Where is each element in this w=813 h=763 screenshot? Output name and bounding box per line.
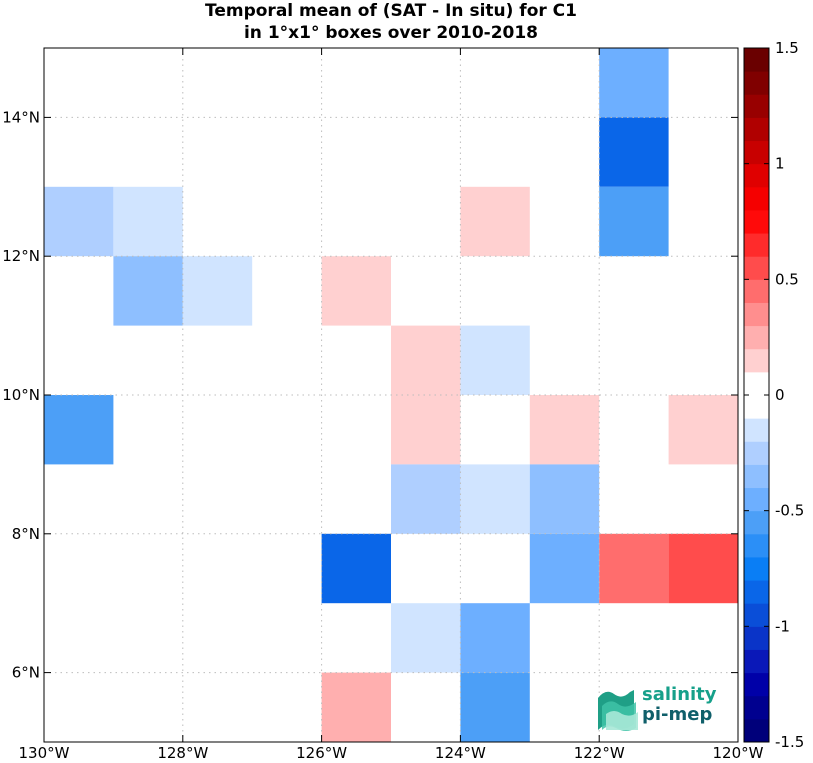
chart-title: Temporal mean of (SAT - In situ) for C1 … [44, 0, 738, 44]
colorbar-swatch-6 [744, 580, 769, 604]
colorbar-swatch-9 [744, 510, 769, 535]
x-tick-label: 130°W [19, 744, 70, 762]
colorbar-swatch-20 [744, 256, 769, 280]
colorbar-swatch-16 [744, 348, 769, 373]
chart-title-line2: in 1°x1° boxes over 2010-2018 [243, 23, 539, 43]
heatmap-cell-17 [529, 464, 600, 534]
heatmap-cell-0 [599, 48, 669, 118]
colorbar-swatch-0 [744, 718, 769, 743]
colorbar-swatch-23 [744, 186, 769, 211]
colorbar-swatch-14 [744, 395, 769, 419]
colorbar-swatch-26 [744, 117, 769, 142]
colorbar-swatch-1 [744, 695, 769, 720]
heatmap-cell-18 [321, 533, 391, 604]
colorbar-swatch-28 [744, 71, 769, 95]
y-tick-label: 6°N [12, 664, 40, 682]
colorbar-swatch-25 [744, 140, 769, 165]
colorbar-swatch-27 [744, 94, 769, 118]
colorbar-swatch-2 [744, 672, 769, 697]
axis-ticks: 130°W 128°W 126°W 124°W 122°W 120°W 6°N 8°N 10°N… [2, 48, 764, 762]
heatmap-cell-19 [529, 533, 600, 604]
heatmap-cell-7 [182, 256, 253, 326]
heatmap-cell-2 [599, 186, 669, 257]
colorbar-swatch-12 [744, 441, 769, 465]
y-tick-label: 8°N [12, 525, 40, 543]
colorbar-tick-label: 1 [775, 155, 785, 173]
y-tick-label: 14°N [2, 108, 40, 126]
heatmap-cell-3 [44, 186, 114, 257]
colorbar-swatch-17 [744, 325, 769, 350]
y-tick-label: 12°N [2, 247, 40, 265]
colorbar-swatch-5 [744, 603, 769, 627]
heatmap-cell-11 [44, 395, 114, 465]
heatmap-cell-22 [391, 603, 461, 673]
heatmap-cell-9 [391, 325, 461, 395]
heatmap-cell-6 [113, 256, 183, 326]
colorbar-swatch-8 [744, 533, 769, 558]
heatmap-cell-13 [529, 395, 600, 465]
colorbar-swatch-18 [744, 302, 769, 327]
colorbar-swatch-22 [744, 209, 769, 234]
heatmap-cell-16 [460, 464, 530, 534]
colorbar-tick-label: 0 [775, 386, 785, 404]
heatmap-cell-21 [668, 533, 738, 604]
x-tick-label: 122°W [574, 744, 625, 762]
y-tick-label: 10°N [2, 386, 40, 404]
heatmap-cell-8 [321, 256, 391, 326]
heatmap-cell-14 [668, 395, 738, 465]
colorbar-tick-label: -1.5 [775, 733, 804, 751]
colorbar-tick-label: -0.5 [775, 502, 804, 520]
x-tick-label: 126°W [296, 744, 347, 762]
heatmap-cell-5 [460, 186, 530, 257]
colorbar-swatch-13 [744, 418, 769, 442]
colorbar-swatch-21 [744, 233, 769, 257]
colorbar-tick-label: 1.5 [775, 39, 799, 57]
colorbar-swatch-4 [744, 626, 769, 650]
logo-text-pimep: pi-mep [642, 704, 713, 725]
colorbar-swatch-29 [744, 48, 769, 72]
chart-title-line1: Temporal mean of (SAT - In situ) for C1 [205, 1, 577, 21]
x-tick-label: 128°W [157, 744, 208, 762]
colorbar-swatch-15 [744, 371, 769, 396]
colorbar-tick-label: 0.5 [775, 270, 799, 288]
salinity-pimep-logo: salinity pi-mep [596, 684, 736, 734]
heatmap-cell-25 [460, 672, 530, 742]
heatmap-cell-1 [599, 117, 669, 187]
colorbar-tick-label: -1 [775, 617, 790, 635]
grid-layer [43, 48, 739, 742]
colorbar-swatch-11 [744, 464, 769, 489]
heatmap-cell-15 [391, 464, 461, 534]
logo-text-salinity: salinity [642, 684, 717, 705]
colorbar-swatch-7 [744, 556, 769, 581]
heatmap-cell-4 [113, 186, 183, 257]
x-tick-label: 124°W [435, 744, 486, 762]
heatmap-cell-10 [460, 325, 530, 395]
colorbar: 1.5 1 0.5 0 -0.5 -1 -1.5 [743, 39, 804, 751]
heatmap-cell-12 [391, 395, 461, 465]
x-tick-label: 120°W [713, 744, 764, 762]
cells-layer [44, 48, 738, 742]
wave-logo-icon [598, 690, 638, 731]
colorbar-swatch-19 [744, 279, 769, 303]
heatmap-cell-24 [321, 672, 391, 742]
colorbar-swatch-3 [744, 649, 769, 674]
colorbar-swatch-24 [744, 163, 769, 188]
colorbar-swatch-10 [744, 487, 769, 512]
heatmap-cell-20 [599, 533, 669, 604]
heatmap-cell-23 [460, 603, 530, 673]
